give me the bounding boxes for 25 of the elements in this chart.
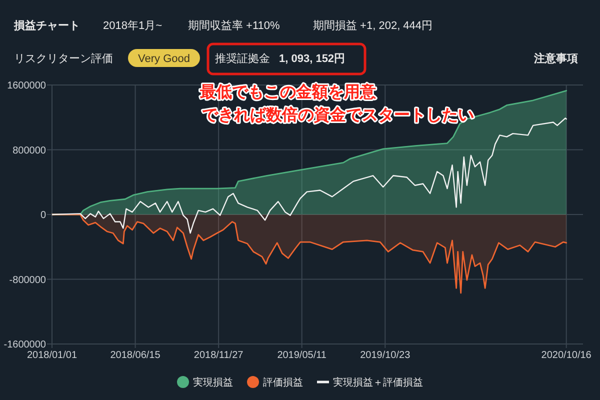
y-tick-label: 1600000 [7, 80, 46, 92]
text: 2018年1月~ [103, 20, 162, 32]
x-tick-label: 2018/01/01 [26, 350, 78, 361]
y-tick-label: 0 [40, 210, 46, 221]
text: 注意事項 [533, 52, 578, 65]
text: リスクリターン評価 [14, 52, 113, 65]
x-tick-label: 2020/10/16 [541, 350, 592, 361]
x-tick-label: 2019/10/23 [360, 350, 411, 361]
legend-label: 実現損益＋評価損益 [333, 376, 423, 388]
text: 期間収益率 +110% [188, 19, 280, 32]
y-tick-label: 800000 [12, 145, 46, 156]
x-tick-label: 2018/11/27 [194, 350, 244, 361]
annotation: 最低でもこの金額を用意 [199, 83, 377, 101]
chart-title: 損益チャート [13, 19, 80, 32]
legend-label: 評価損益 [263, 376, 303, 388]
text: 期間損益 +1, 202, 444円 [313, 20, 433, 32]
text: 1, 093, 152円 [279, 53, 346, 65]
y-tick-label: -1600000 [4, 340, 46, 350]
x-tick-label: 2018/06/15 [110, 350, 161, 361]
x-tick-label: 2019/05/11 [277, 350, 327, 361]
legend-label: 実現損益 [193, 376, 233, 388]
annotation: できれば数倍の資金でスタートしたい [202, 106, 474, 124]
y-tick-label: -800000 [9, 274, 46, 286]
text: Very Good [138, 53, 190, 65]
text: 推奨証拠金 [215, 52, 270, 65]
